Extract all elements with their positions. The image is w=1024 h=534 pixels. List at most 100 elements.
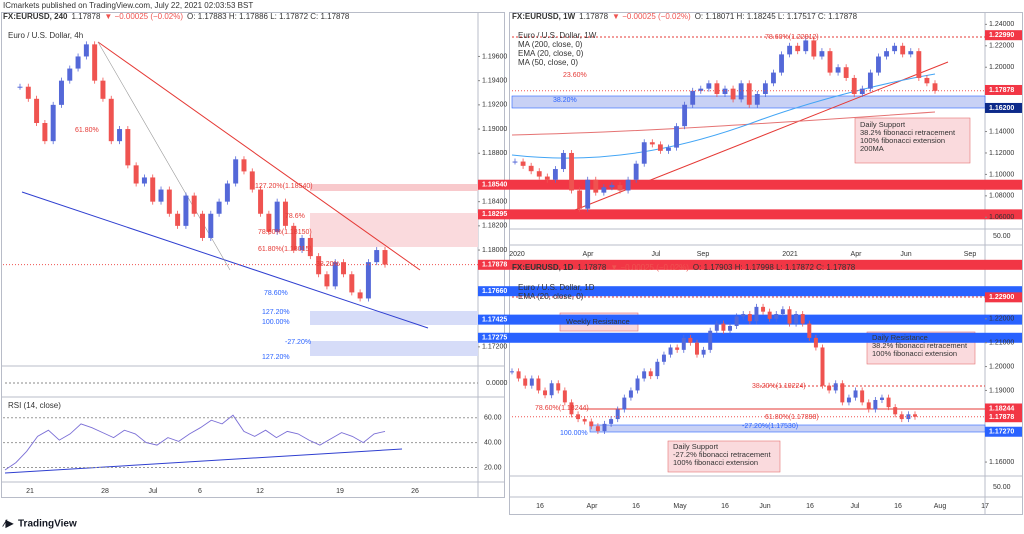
candle-body [282,201,288,226]
candle-body [884,51,889,57]
symbol: FX:EURUSD, 1D [512,263,574,272]
candle-body [701,349,706,355]
y-tick-label: 1.18800 [482,150,507,157]
x-tick-label: 16 [894,503,902,510]
x-tick-label: 2021 [782,251,798,258]
price-tag-label: 1.17270 [989,429,1014,436]
fib-label: 100.00% [262,319,290,326]
candle-body [876,56,881,73]
candle-body [779,54,784,73]
x-tick-label: Apr [587,503,599,510]
candle-body [708,330,713,350]
y-tick-label: 1.18000 [482,247,507,254]
candle-body [761,306,766,312]
fib-label: 61.80%(1.18015) [258,246,312,253]
annotation-text: Weekly Resistance [566,317,630,326]
price-tag [478,286,1022,297]
candle-body [649,142,655,145]
candle-body [510,371,514,373]
candle-body [746,83,752,105]
candle-body [595,426,600,432]
y-tick-label: 1.24000 [989,21,1014,28]
candle-body [374,250,380,263]
candle-body [34,98,40,124]
x-tick-label: 2020 [509,251,525,258]
x-tick-label: Apr [583,251,595,258]
candle-body [655,361,660,377]
candle-body [529,378,534,386]
legend-entry: EMA (20, close, 0) [518,292,584,301]
y-tick-label: 1.17200 [482,344,507,351]
candle-body [787,45,793,55]
candle-body [728,325,732,331]
sub-axis-label: 50.00 [993,233,1011,240]
candle-body [241,159,247,172]
x-tick-label: 12 [256,488,264,495]
candle-body [835,67,841,73]
logo-text[interactable]: TradingView [18,519,77,530]
candle-body [666,147,671,151]
candle-body [688,337,693,343]
candle-body [767,311,772,319]
price-tag-label: 1.17878 [482,262,507,269]
candle-body [795,45,801,52]
candle-body [635,378,640,391]
candle-body [741,314,746,317]
candle-body [722,88,728,95]
candle-body [589,421,594,427]
price-change: ▼ −0.00025 (−0.02%) [104,12,183,21]
candle-body [867,72,873,89]
price-tag-label: 1.17425 [482,316,507,323]
x-tick-label: 19 [336,488,344,495]
candle-body [900,45,906,55]
fib-label: -27.20%(1.17530) [742,423,798,430]
candle-body [899,414,904,420]
candle-body [365,262,371,299]
price-tag [985,403,1022,414]
y-tick-label: 20.00 [484,464,502,471]
ma-200 [511,111,936,136]
candle-body [853,390,858,398]
price-tag-label: 1.22990 [989,32,1014,39]
price-tag-label: 1.16200 [989,105,1014,112]
candle-body [512,161,518,163]
candle-body [681,337,686,350]
price-tag-label: 1.22900 [989,294,1014,301]
candle-body [562,390,567,403]
y-tick-label: 1.20000 [989,363,1014,370]
candle-body [622,397,627,410]
panel-frame [1,12,505,498]
candle-body [641,142,647,164]
candle-body [706,83,712,89]
price-change: ▼ −0.00025 (−0.02%) [612,12,691,21]
y-tick-label: 1.20000 [989,64,1014,71]
fib-label: 23.60% [563,72,587,79]
candle-body [859,88,865,95]
candle-body [827,51,833,73]
price-tag [985,102,1022,113]
candle-body [58,80,64,105]
x-tick-label: Sep [964,251,977,258]
fib-label: 78.60%(1.22912) [765,34,819,41]
candle-body [332,262,338,287]
candle-body [150,177,156,202]
y-tick-label: 1.18200 [482,223,507,230]
candle-body [561,152,566,170]
y-tick-label: 1.22000 [989,43,1014,50]
trend-line [21,191,429,329]
symbol: FX:EURUSD, 1W [512,12,576,21]
candle-body [516,371,521,379]
y-tick-label: 1.19200 [482,102,507,109]
candle-body [593,179,599,193]
candle-body [721,323,726,331]
y-tick-label: 1.10000 [989,171,1014,178]
candle-body [932,83,938,91]
candle-body [117,129,123,142]
annotation-box [854,117,971,164]
annotation-text: -27.2% fibonacci retracement [673,450,771,459]
candle-body [648,371,653,377]
candle-body [840,383,845,403]
candle-body [520,161,526,166]
candle-body [879,397,884,400]
candle-body [803,40,809,52]
